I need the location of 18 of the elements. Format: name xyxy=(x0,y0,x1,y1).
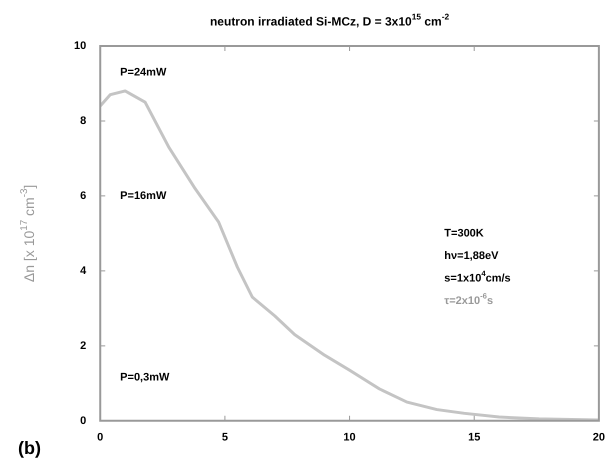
annotation: T=300K xyxy=(444,227,484,240)
annotation: P=0,3mW xyxy=(120,372,170,384)
y-tick-label: 2 xyxy=(80,340,86,352)
annotation: P=24mW xyxy=(120,66,167,78)
x-tick-label: 0 xyxy=(97,431,104,444)
x-tick-label: 10 xyxy=(343,431,356,444)
y-tick-label: 0 xyxy=(80,414,86,427)
text: (b) xyxy=(18,438,41,458)
y-tick-label: 4 xyxy=(80,264,88,277)
annotation: hν=1,88eV xyxy=(444,250,500,262)
y-tick-label: 10 xyxy=(74,40,86,52)
x-tick-label: 15 xyxy=(468,431,480,444)
y-tick-label: 8 xyxy=(80,114,86,127)
y-axis-title: Δn [x 1017 cm-3] xyxy=(19,184,37,282)
y-tick-label: 6 xyxy=(80,190,86,202)
x-tick-label: 20 xyxy=(592,431,606,444)
x-tick-label: 5 xyxy=(222,431,228,444)
annotation: P=16mW xyxy=(120,190,167,202)
